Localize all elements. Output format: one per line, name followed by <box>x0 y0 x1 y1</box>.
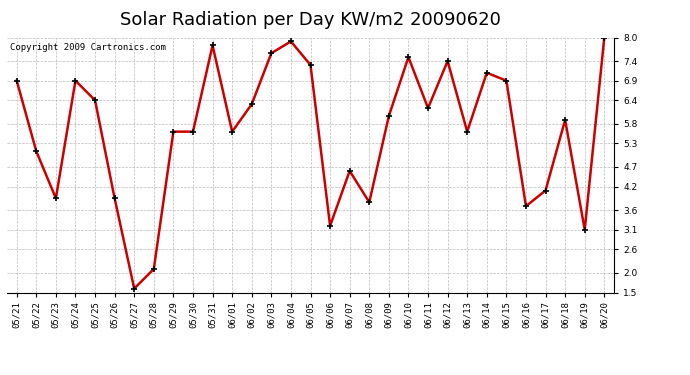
Text: Solar Radiation per Day KW/m2 20090620: Solar Radiation per Day KW/m2 20090620 <box>120 11 501 29</box>
Text: Copyright 2009 Cartronics.com: Copyright 2009 Cartronics.com <box>10 43 166 52</box>
